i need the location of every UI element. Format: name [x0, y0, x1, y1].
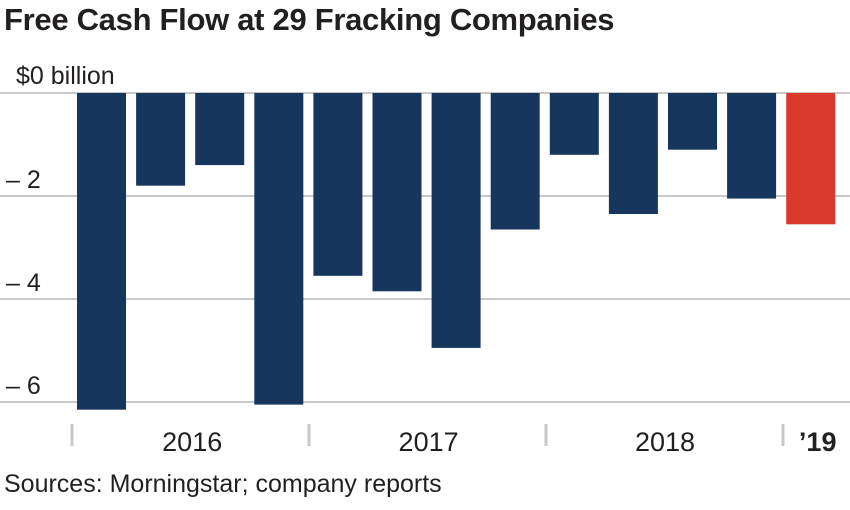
bar: [136, 93, 186, 186]
y-tick-label: – 6: [6, 372, 41, 400]
bar: [549, 93, 599, 155]
y-tick-label: – 2: [6, 166, 41, 194]
y-axis-ticks: $0 billion – 2 – 4 – 6: [6, 62, 115, 400]
x-year-label: ’19: [799, 427, 837, 457]
bar: [77, 93, 126, 410]
x-year-label: 2017: [399, 427, 459, 457]
chart-title: Free Cash Flow at 29 Fracking Companies: [4, 2, 615, 37]
source-note: Sources: Morningstar; company reports: [4, 470, 442, 498]
bar: [254, 93, 304, 405]
bar: [668, 93, 717, 150]
bar: [313, 93, 363, 276]
y-tick-label: $0 billion: [16, 62, 115, 90]
bar: [490, 93, 540, 230]
x-axis: 2016 2017 2018 ’19: [70, 424, 837, 457]
x-year-label: 2016: [162, 427, 222, 457]
bar: [195, 93, 245, 166]
bar-highlight: [786, 93, 836, 225]
bar: [727, 93, 777, 199]
bars: [77, 93, 836, 410]
bar: [431, 93, 481, 348]
x-year-label: 2018: [635, 427, 695, 457]
gridlines: [0, 92, 850, 403]
bar: [608, 93, 658, 214]
bar: [372, 93, 422, 292]
y-tick-label: – 4: [6, 269, 41, 297]
